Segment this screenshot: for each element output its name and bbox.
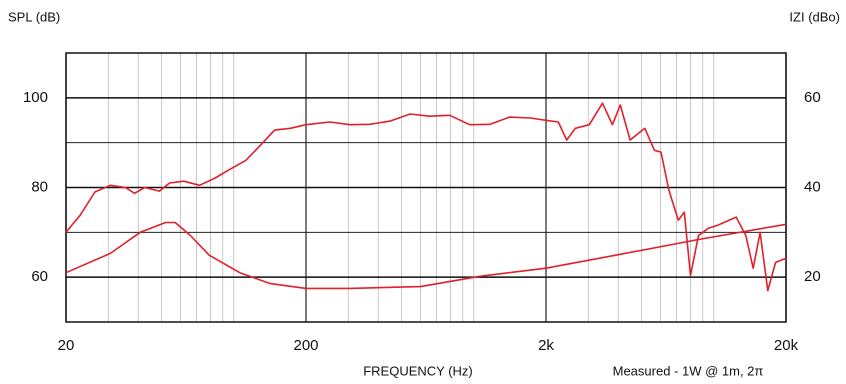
y-tick-label: 60 <box>31 268 48 285</box>
y2-tick-label: 20 <box>804 268 821 285</box>
x-axis-label: FREQUENCY (Hz) <box>363 363 473 378</box>
y2-axis-label: IZI (dBo) <box>789 9 840 24</box>
plot-frame <box>65 52 787 323</box>
y-axis-label: SPL (dB) <box>8 9 60 24</box>
y-tick-label: 100 <box>23 89 48 106</box>
x-tick-label: 2k <box>538 337 554 354</box>
y2-tick-label: 40 <box>804 178 821 195</box>
x-tick-label: 20k <box>774 337 799 354</box>
x-tick-label: 200 <box>293 337 318 354</box>
series-line <box>65 221 787 290</box>
y-tick-label: 80 <box>31 178 48 195</box>
y2-tick-label: 60 <box>804 89 821 106</box>
series-line <box>65 102 787 292</box>
x-tick-label: 20 <box>58 337 75 354</box>
note: Measured - 1W @ 1m, 2π <box>613 363 764 378</box>
